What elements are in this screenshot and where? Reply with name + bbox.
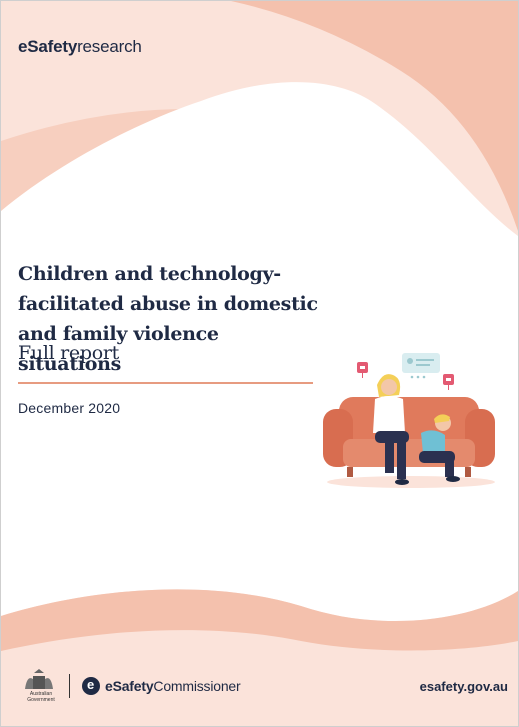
title-divider [18, 382, 313, 384]
mother-figure [373, 374, 409, 485]
child-figure [419, 414, 460, 482]
australian-government-crest: Australian Government [19, 669, 59, 703]
commissioner-light: Commissioner [153, 678, 241, 694]
notification-pin-icon [443, 374, 454, 390]
esafety-research-logo: eSafetyresearch [18, 37, 142, 57]
commissioner-name: eSafetyCommissioner [105, 678, 241, 694]
coat-of-arms-icon [25, 669, 53, 689]
report-date: December 2020 [18, 400, 121, 416]
logo-divider [69, 674, 70, 698]
gov-caption: Australian Government [27, 691, 55, 703]
esafety-commissioner-logo: eSafetyCommissioner [82, 677, 241, 695]
report-title: Children and technology-facilitated abus… [18, 263, 318, 375]
report-subtitle: Full report [18, 342, 119, 364]
commissioner-bold: eSafety [105, 678, 154, 694]
chat-bubble-icon [402, 353, 440, 379]
esafety-e-icon [82, 677, 100, 695]
brand-bold: eSafety [18, 37, 78, 56]
family-sofa-illustration [323, 353, 495, 488]
footer-logos: Australian Government eSafetyCommissione… [19, 669, 241, 703]
brand-light: research [77, 37, 142, 56]
notification-pin-icon [357, 362, 368, 378]
website-link[interactable]: esafety.gov.au [419, 679, 508, 694]
